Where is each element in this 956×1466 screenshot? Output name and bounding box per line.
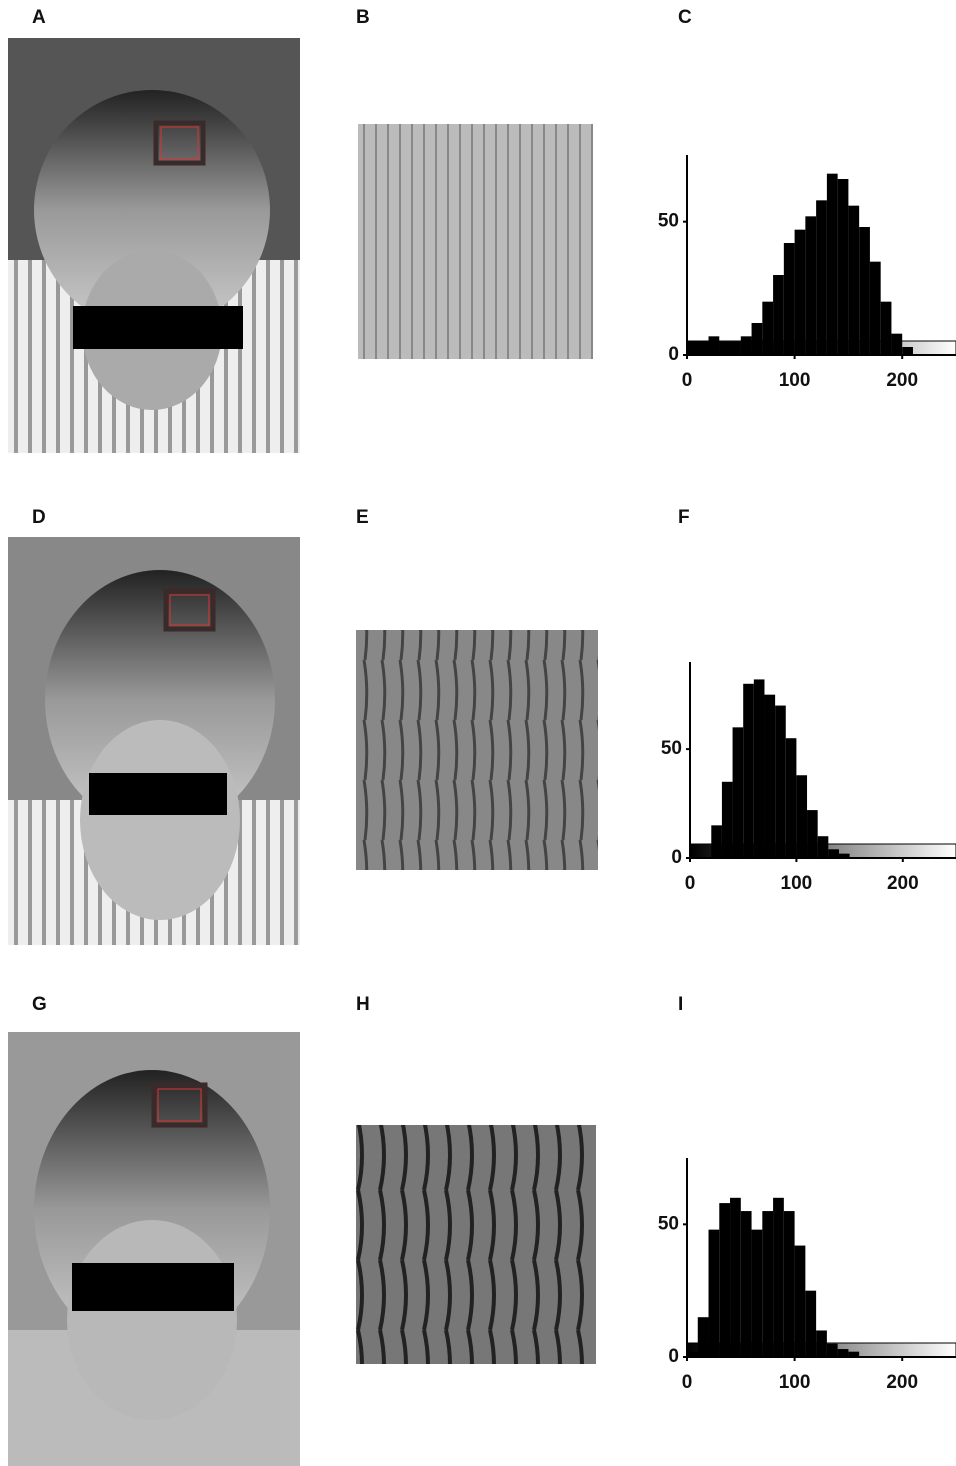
panel-label: H	[356, 994, 370, 1015]
bar	[719, 342, 730, 355]
bar	[762, 1211, 773, 1357]
bar	[816, 200, 827, 355]
bar	[752, 1230, 763, 1357]
panel-label: C	[678, 7, 692, 28]
bar	[902, 347, 913, 355]
y-tick-label: 50	[658, 211, 679, 232]
bar	[698, 1317, 709, 1357]
x-tick-label: 0	[685, 873, 696, 894]
bar	[709, 336, 720, 355]
y-tick-label: 50	[661, 738, 682, 759]
panel-label: A	[32, 7, 46, 28]
y-tick-label: 50	[658, 1213, 679, 1234]
bar	[828, 849, 839, 858]
crop-h	[356, 1125, 596, 1364]
bar	[816, 1330, 827, 1357]
photo-a	[8, 38, 300, 453]
bar	[870, 262, 881, 355]
x-tick-label: 100	[779, 1372, 811, 1393]
bar	[805, 216, 816, 355]
bar	[784, 1211, 795, 1357]
y-tick-label: 0	[668, 1346, 679, 1367]
bar	[848, 206, 859, 355]
x-tick-label: 200	[887, 873, 919, 894]
bar	[733, 727, 744, 858]
bar	[719, 1203, 730, 1357]
x-tick-label: 0	[682, 1372, 693, 1393]
bar	[795, 230, 806, 355]
bar	[773, 275, 784, 355]
bar	[786, 738, 797, 858]
bar	[805, 1291, 816, 1357]
bar	[730, 342, 741, 355]
bar	[743, 684, 754, 858]
bar	[859, 227, 870, 355]
y-tick-label: 0	[668, 344, 679, 365]
bar	[754, 679, 765, 858]
bar	[722, 782, 733, 858]
x-tick-label: 200	[886, 1372, 918, 1393]
x-tick-label: 100	[779, 370, 811, 391]
bar	[711, 825, 722, 858]
bar	[730, 1198, 741, 1357]
bar	[881, 302, 892, 355]
x-tick-label: 200	[886, 370, 918, 391]
panel-label: B	[356, 7, 370, 28]
bar	[741, 1211, 752, 1357]
bar	[773, 1198, 784, 1357]
bar	[795, 1246, 806, 1357]
bar	[827, 1344, 838, 1357]
figure: A B C D E F G H I 0 50 0 100 200 0 50 0 100 200 0 5…	[0, 0, 956, 1466]
panel-label: G	[32, 994, 47, 1015]
panel-label: E	[356, 507, 369, 528]
bar	[687, 342, 698, 355]
bar	[807, 810, 818, 858]
crop-b	[358, 124, 593, 359]
bar	[827, 174, 838, 355]
panel-label: D	[32, 507, 46, 528]
bar	[775, 706, 786, 858]
x-tick-label: 0	[682, 370, 693, 391]
bar	[838, 1349, 849, 1357]
bar	[762, 302, 773, 355]
crop-e	[356, 630, 598, 870]
panel-label: I	[678, 994, 683, 1015]
bar	[784, 243, 795, 355]
bar	[752, 323, 763, 355]
panel-label: F	[678, 507, 690, 528]
bar	[838, 179, 849, 355]
photo-g	[8, 1032, 300, 1466]
bar	[891, 334, 902, 355]
page: A B C D E F G H I 0 50 0 100 200 0 50 0 100 200 0 5…	[0, 0, 956, 1466]
y-tick-label: 0	[671, 847, 682, 868]
x-tick-label: 100	[781, 873, 813, 894]
bar	[709, 1230, 720, 1357]
bar	[741, 336, 752, 355]
bar	[818, 836, 829, 858]
bar	[796, 775, 807, 858]
bar	[698, 342, 709, 355]
photo-d	[8, 537, 300, 945]
bar	[764, 695, 775, 858]
